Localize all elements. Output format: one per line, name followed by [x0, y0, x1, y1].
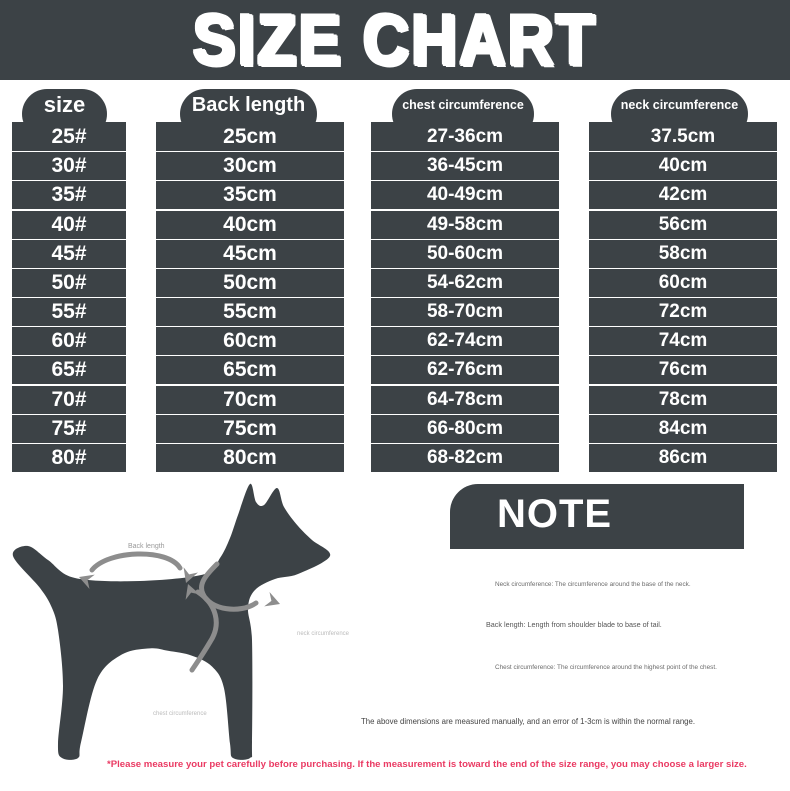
- svg-text:Back length: Back length: [128, 543, 165, 550]
- svg-text:neck circumference: neck circumference: [297, 631, 350, 637]
- svg-text:chest circumference: chest circumference: [153, 711, 207, 717]
